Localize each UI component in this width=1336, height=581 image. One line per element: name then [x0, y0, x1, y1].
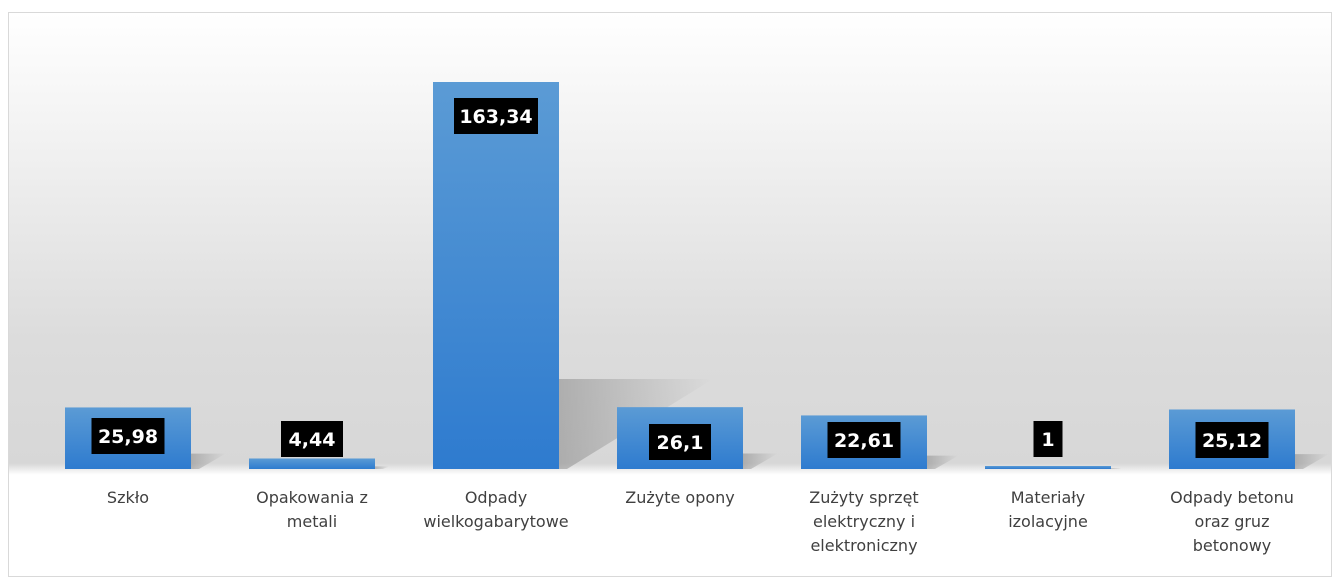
data-label-background [1033, 421, 1063, 457]
bar-shadow [375, 466, 390, 469]
category-label: Zużyte opony [625, 488, 735, 507]
category-label: Odpady wielkogabarytowe [423, 488, 569, 531]
category-label: Zużyty sprzęt elektryczny i elektroniczn… [809, 488, 919, 555]
data-label: 1 [1033, 421, 1063, 457]
bar-shadow [1111, 468, 1123, 469]
category-label: Materiały izolacyjne [1008, 488, 1088, 531]
bar [985, 466, 1111, 469]
bar-shadow [1295, 454, 1329, 469]
data-label-text: 25,98 [98, 426, 158, 448]
bar [433, 82, 559, 469]
category-label: Odpady betonu oraz gruz betonowy [1170, 488, 1294, 555]
data-label-text: 25,12 [1202, 430, 1262, 452]
category-label: Opakowania z metali [256, 488, 368, 531]
bar-shadow [191, 453, 226, 469]
data-label-background [649, 424, 711, 460]
data-label: 22,61 [827, 422, 901, 458]
data-label-text: 22,61 [834, 430, 894, 452]
bar [249, 458, 375, 469]
data-label: 26,1 [649, 424, 711, 460]
data-label-text: 1 [1041, 429, 1054, 451]
data-label: 163,34 [454, 98, 538, 134]
data-label-text: 163,34 [459, 106, 532, 128]
data-label-background [1195, 422, 1269, 458]
bar-shadow [743, 453, 778, 469]
data-label-text: 26,1 [657, 432, 704, 454]
bar-shadow [927, 455, 959, 469]
data-label-background [91, 418, 165, 454]
data-label: 4,44 [281, 421, 343, 457]
data-label-background [827, 422, 901, 458]
chart-area [8, 12, 1332, 577]
data-label: 25,12 [1195, 422, 1269, 458]
category-label: Szkło [106, 488, 150, 507]
data-label-background [281, 421, 343, 457]
data-label-text: 4,44 [289, 429, 336, 451]
data-label-background [454, 98, 538, 134]
data-label: 25,98 [91, 418, 165, 454]
